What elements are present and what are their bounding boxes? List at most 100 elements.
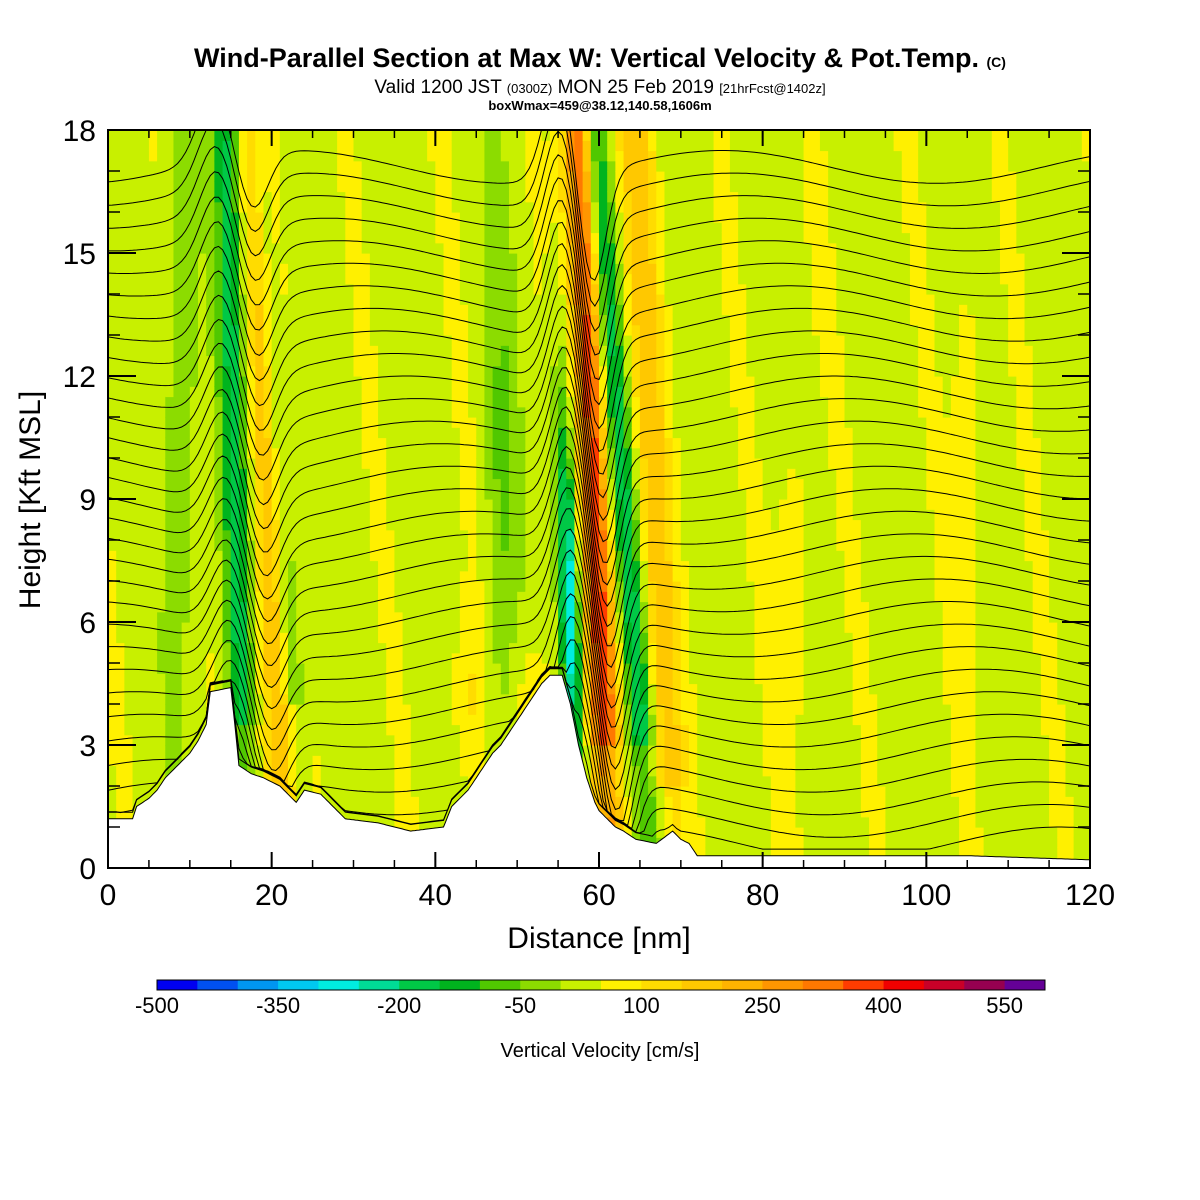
velocity-cell: [427, 365, 436, 377]
velocity-cell: [402, 396, 412, 408]
velocity-cell: [623, 601, 633, 613]
velocity-cell: [443, 622, 453, 633]
velocity-cell: [599, 294, 608, 305]
velocity-cell: [214, 355, 224, 367]
velocity-cell: [533, 335, 543, 346]
velocity-cell: [508, 458, 518, 469]
velocity-cell: [116, 611, 125, 623]
velocity-cell: [353, 171, 363, 182]
velocity-cell: [165, 447, 175, 459]
velocity-cell: [418, 673, 428, 685]
velocity-cell: [459, 734, 469, 746]
velocity-cell: [672, 775, 682, 787]
velocity-cell: [533, 191, 543, 203]
velocity-cell: [198, 447, 207, 459]
velocity-cell: [173, 601, 183, 613]
velocity-cell: [369, 714, 379, 726]
velocity-cell: [533, 488, 543, 500]
velocity-cell: [320, 150, 330, 162]
velocity-cell: [378, 806, 387, 818]
velocity-cell: [656, 704, 666, 715]
velocity-cell: [468, 540, 477, 551]
velocity-cell: [459, 765, 469, 777]
velocity-cell: [181, 417, 191, 428]
velocity-cell: [157, 724, 166, 736]
velocity-cell: [558, 622, 567, 633]
velocity-cell: [484, 693, 494, 705]
velocity-cell: [140, 181, 150, 193]
velocity-cell: [443, 663, 453, 674]
velocity-cell: [320, 642, 330, 654]
velocity-cell: [500, 355, 510, 367]
velocity-cell: [181, 652, 191, 664]
velocity-cell: [247, 345, 256, 357]
velocity-cell: [508, 365, 518, 377]
velocity-cell: [230, 560, 240, 572]
velocity-cell: [394, 796, 404, 808]
velocity-cell: [484, 509, 494, 521]
velocity-cell: [639, 304, 649, 316]
velocity-cell: [484, 324, 494, 336]
velocity-cell: [230, 601, 240, 613]
velocity-cell: [108, 775, 117, 787]
velocity-cell: [279, 642, 289, 654]
velocity-cell: [361, 150, 371, 162]
velocity-cell: [116, 693, 125, 705]
velocity-cell: [247, 560, 256, 572]
velocity-cell: [525, 365, 535, 377]
velocity-cell: [648, 191, 657, 203]
velocity-cell: [230, 263, 240, 275]
velocity-cell: [599, 622, 608, 633]
velocity-cell: [279, 355, 289, 367]
velocity-cell: [108, 386, 117, 398]
velocity-cell: [361, 406, 371, 418]
velocity-cell: [255, 478, 265, 490]
velocity-cell: [214, 294, 224, 305]
velocity-cell: [157, 253, 166, 264]
velocity-cell: [271, 468, 281, 480]
velocity-cell: [173, 663, 183, 674]
velocity-cell: [459, 160, 469, 172]
velocity-cell: [206, 242, 215, 254]
velocity-cell: [386, 611, 396, 623]
velocity-cell: [230, 642, 240, 654]
velocity-cell: [116, 509, 125, 521]
velocity-cell: [108, 499, 117, 510]
velocity-cell: [157, 601, 166, 613]
velocity-cell: [288, 253, 297, 264]
velocity-cell: [443, 437, 453, 449]
velocity-cell: [410, 519, 420, 531]
velocity-cell: [394, 570, 404, 582]
velocity-cell: [443, 324, 453, 336]
velocity-cell: [525, 191, 535, 203]
velocity-cell: [157, 150, 166, 162]
velocity-cell: [558, 386, 567, 398]
velocity-cell: [402, 509, 412, 521]
velocity-cell: [590, 673, 600, 685]
velocity-cell: [476, 447, 486, 459]
velocity-cell: [116, 335, 125, 346]
velocity-cell: [238, 171, 248, 182]
velocity-cell: [255, 171, 265, 182]
velocity-cell: [353, 201, 363, 213]
velocity-cell: [148, 560, 158, 572]
velocity-cell: [165, 181, 175, 193]
velocity-cell: [639, 529, 649, 541]
velocity-cell: [312, 683, 322, 695]
velocity-cell: [410, 130, 420, 141]
velocity-cell: [206, 171, 215, 182]
velocity-cell: [361, 263, 371, 275]
velocity-cell: [116, 765, 125, 777]
velocity-cell: [402, 437, 412, 449]
velocity-cell: [320, 540, 330, 551]
velocity-cell: [590, 765, 600, 777]
velocity-cell: [656, 273, 666, 285]
velocity-cell: [132, 212, 142, 223]
velocity-cell: [549, 150, 559, 162]
velocity-cell: [157, 755, 166, 767]
velocity-cell: [320, 519, 330, 531]
velocity-cell: [247, 427, 256, 439]
velocity-cell: [549, 642, 559, 654]
velocity-cell: [124, 775, 134, 787]
velocity-cell: [664, 365, 674, 377]
